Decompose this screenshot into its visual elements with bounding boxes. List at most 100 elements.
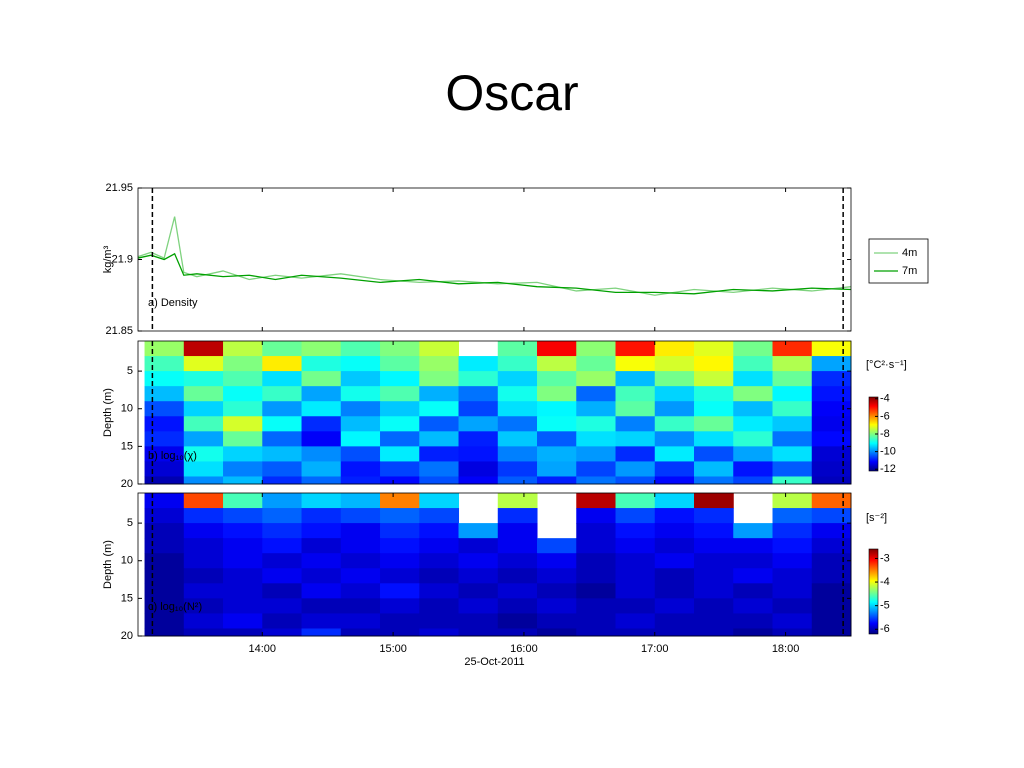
heatmap-cell [380, 493, 420, 509]
heatmap-cell [576, 583, 617, 599]
heatmap-cell [811, 523, 852, 539]
heatmap-cell [615, 508, 656, 524]
y-tick-label: 15 [121, 592, 133, 604]
heatmap-cell [301, 598, 342, 614]
heatmap-cell [615, 628, 656, 637]
heatmap-cell [497, 568, 538, 584]
heatmap-cell [537, 583, 577, 599]
y-tick-label: 20 [121, 478, 133, 490]
heatmap-cell [772, 493, 813, 509]
heatmap-cell [301, 386, 342, 402]
heatmap-cell [223, 523, 263, 539]
heatmap-cell [419, 493, 460, 509]
heatmap-cell [615, 371, 656, 387]
heatmap-cell [654, 341, 695, 357]
heatmap-cell [811, 583, 852, 599]
heatmap-cell [419, 476, 460, 485]
heatmap-cell [144, 523, 185, 539]
heatmap-cell [811, 416, 852, 432]
heatmap-cell [772, 431, 813, 447]
heatmap-cell [183, 401, 224, 417]
heatmap-cell [301, 416, 342, 432]
heatmap-cell [615, 416, 656, 432]
heatmap-cell [458, 628, 499, 637]
heatmap-cell [772, 568, 813, 584]
heatmap-cell [340, 416, 381, 432]
heatmap-cell [340, 371, 381, 387]
heatmap-cell [497, 446, 538, 462]
heatmap-cell [340, 598, 381, 614]
heatmap-cell [144, 461, 185, 477]
heatmap-cell [733, 341, 774, 357]
heatmap-cell [301, 613, 342, 629]
heatmap-cell [497, 508, 538, 524]
heatmap-cell [694, 523, 734, 539]
heatmap-cell [223, 401, 263, 417]
heatmap-cell [419, 508, 460, 524]
heatmap-cell [301, 356, 342, 372]
x-tick-label: 14:00 [249, 643, 277, 655]
heatmap-cell [654, 523, 695, 539]
heatmap-cell [183, 568, 224, 584]
heatmap-cell [301, 568, 342, 584]
heatmap-cell [340, 553, 381, 569]
heatmap-cell [301, 476, 342, 485]
heatmap-cell [576, 628, 617, 637]
heatmap-cell [576, 598, 617, 614]
heatmap-cell [537, 356, 577, 372]
heatmap-cell [497, 476, 538, 485]
heatmap-cell [340, 493, 381, 509]
x-tick-label: 18:00 [772, 643, 800, 655]
heatmap-cell [537, 476, 577, 485]
heatmap-cell [497, 431, 538, 447]
heatmap-cell [811, 461, 852, 477]
heatmap-cell [262, 386, 303, 402]
heatmap-cell [654, 431, 695, 447]
heatmap-cell [301, 628, 342, 637]
heatmap-cell [144, 553, 185, 569]
heatmap-cell [183, 476, 224, 485]
heatmap-cell [419, 613, 460, 629]
heatmap-cell [733, 416, 774, 432]
heatmap-cell [694, 508, 734, 524]
heatmap-cell [615, 461, 656, 477]
heatmap-cell [576, 431, 617, 447]
heatmap-cell [419, 446, 460, 462]
panel-annotation: a) Density [148, 297, 198, 309]
heatmap-cell [615, 493, 656, 509]
colorbar-label: [°C²·s⁻¹] [866, 359, 907, 371]
heatmap-cell [144, 508, 185, 524]
heatmap-cell [262, 493, 303, 509]
heatmap-cell [262, 568, 303, 584]
heatmap-cell [223, 461, 263, 477]
heatmap-cell [301, 446, 342, 462]
heatmap-cell [458, 538, 499, 554]
heatmap-cell [340, 401, 381, 417]
heatmap-cell [733, 461, 774, 477]
heatmap-cell [537, 553, 577, 569]
heatmap-cell [183, 461, 224, 477]
heatmap-cell [694, 416, 734, 432]
heatmap-cell [537, 341, 577, 357]
heatmap-cell [694, 583, 734, 599]
heatmap-cell [497, 461, 538, 477]
heatmap-cell [733, 371, 774, 387]
heatmap-cell [262, 416, 303, 432]
heatmap-cell [615, 553, 656, 569]
y-tick-label: 15 [121, 440, 133, 452]
heatmap-cell [223, 416, 263, 432]
heatmap-cell [772, 583, 813, 599]
heatmap-cell [497, 341, 538, 357]
colorbar-tick-label: -6 [880, 410, 890, 422]
heatmap-cell [497, 628, 538, 637]
heatmap-cell [340, 523, 381, 539]
heatmap-cell [380, 628, 420, 637]
heatmap-cell [223, 386, 263, 402]
heatmap-cell [223, 598, 263, 614]
heatmap-cell [654, 508, 695, 524]
heatmap-cell [772, 538, 813, 554]
heatmap-cell [537, 628, 577, 637]
heatmap-cell [576, 416, 617, 432]
heatmap-cell [733, 553, 774, 569]
heatmap-cell [772, 386, 813, 402]
